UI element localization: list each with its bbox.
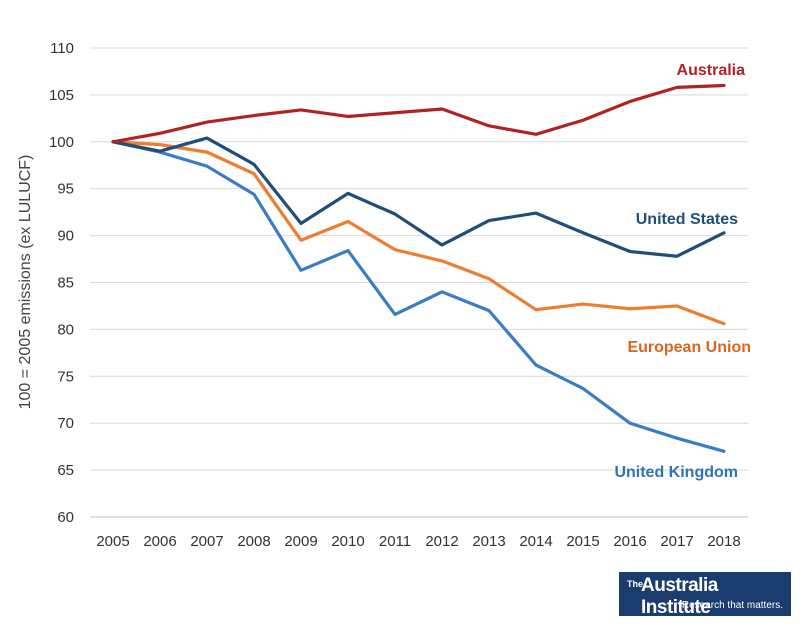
x-tick-label: 2014 <box>519 533 552 550</box>
series-label-australia: Australia <box>677 62 746 79</box>
y-tick-labels: 60 65 70 75 80 85 90 95 100 105 110 <box>49 40 74 526</box>
x-tick-label: 2011 <box>379 533 411 550</box>
x-tick-label: 2016 <box>613 533 646 550</box>
y-tick-label: 90 <box>57 228 74 245</box>
x-tick-label: 2015 <box>566 533 599 550</box>
y-tick-label: 100 <box>49 134 74 151</box>
series-line-united-states <box>111 136 726 258</box>
y-tick-label: 95 <box>57 181 74 198</box>
x-tick-label: 2013 <box>472 533 505 550</box>
x-tick-label: 2006 <box>143 533 176 550</box>
x-tick-labels: 2005 2006 2007 2008 2009 2010 2011 2012 2013 2014… <box>96 533 740 550</box>
x-tick-label: 2012 <box>425 533 458 550</box>
x-tick-label: 2018 <box>707 533 740 550</box>
australia-institute-logo: The Australia Institute Research that ma… <box>619 572 791 618</box>
series-line-united-kingdom <box>111 140 726 453</box>
y-tick-label: 80 <box>57 321 74 338</box>
x-tick-label: 2007 <box>190 533 223 550</box>
x-tick-label: 2008 <box>237 533 270 550</box>
y-tick-label: 75 <box>57 368 74 385</box>
logo-the: The <box>627 579 644 589</box>
series-line-european-union <box>111 140 726 326</box>
logo-tagline: Research that matters. <box>681 600 783 611</box>
y-tick-label: 70 <box>57 415 74 432</box>
series-label-european-union: European Union <box>627 339 751 356</box>
series-labels: Australia United States European Union Unit… <box>614 62 751 481</box>
x-tick-label: 2017 <box>660 533 693 550</box>
gridlines <box>90 47 748 518</box>
logo-main-text: Australia Institute <box>641 575 718 618</box>
y-tick-label: 85 <box>57 275 74 292</box>
x-tick-label: 2005 <box>96 533 129 550</box>
x-tick-label: 2010 <box>331 533 364 550</box>
y-tick-label: 60 <box>57 509 74 526</box>
series-label-united-kingdom: United Kingdom <box>614 464 738 481</box>
y-tick-label: 65 <box>57 462 74 479</box>
y-axis-label: 100 = 2005 emissions (ex LULUCF) <box>17 155 34 410</box>
y-tick-label: 105 <box>49 87 74 104</box>
series-line-australia <box>111 83 726 144</box>
series-label-united-states: United States <box>636 211 738 228</box>
series-lines <box>111 83 726 453</box>
x-tick-label: 2009 <box>284 533 317 550</box>
y-tick-label: 110 <box>50 40 74 57</box>
